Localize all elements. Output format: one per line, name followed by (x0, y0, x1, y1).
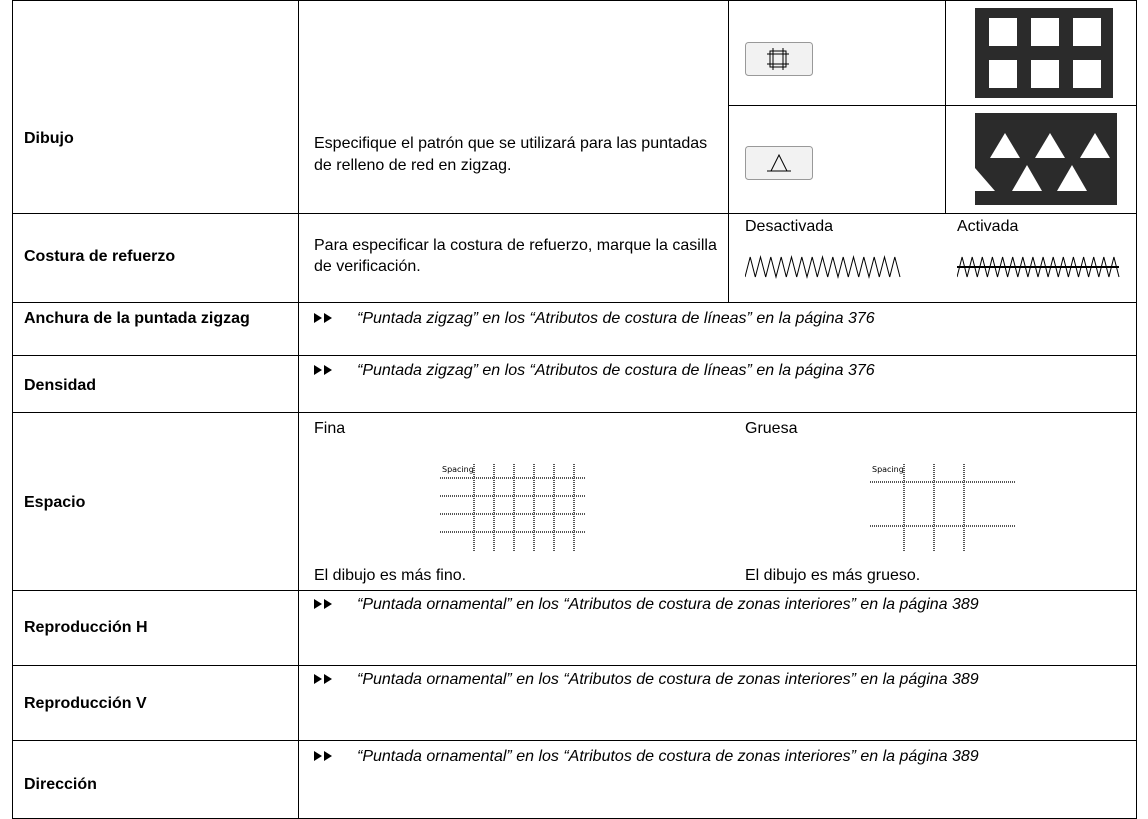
fine-spacing-image: Spacing (440, 464, 586, 552)
coarse-spacing-image: Spacing (870, 464, 1016, 552)
row-label: Anchura de la puntada zigzag (24, 310, 250, 327)
square-pattern-image (975, 8, 1113, 98)
triangle-pattern-button (745, 146, 813, 180)
reference: “Puntada ornamental” en los “Atributos d… (357, 748, 979, 765)
link-arrow (314, 365, 332, 375)
image-label: Spacing (872, 465, 904, 474)
link-arrow (314, 674, 332, 684)
option-label: Activada (957, 218, 1019, 235)
link-arrow (314, 599, 332, 609)
reference: “Puntada zigzag” en los “Atributos de co… (357, 310, 875, 327)
description: Para especificar la costura de refuerzo,… (314, 237, 717, 275)
row-label: Dibujo (24, 130, 74, 147)
reference: “Puntada ornamental” en los “Atributos d… (357, 671, 979, 688)
caption: El dibujo es más fino. (314, 567, 467, 584)
row-label: Reproducción H (24, 619, 148, 636)
option-label: Gruesa (745, 420, 798, 437)
row-label: Costura de refuerzo (24, 248, 176, 265)
link-arrow (314, 751, 332, 761)
reference: “Puntada zigzag” en los “Atributos de co… (357, 362, 875, 379)
zigzag-off (745, 255, 901, 279)
image-label: Spacing (442, 465, 474, 474)
triangle-pattern-image (975, 113, 1117, 205)
option-label: Desactivada (745, 218, 834, 235)
row-label: Espacio (24, 494, 86, 511)
row-label: Dirección (24, 776, 97, 793)
description: Especifique el patrón que se utilizará p… (314, 135, 708, 174)
zigzag-on (957, 256, 1120, 278)
link-arrow (314, 313, 332, 323)
row-label: Densidad (24, 377, 97, 394)
row-label: Reproducción V (24, 695, 147, 712)
caption: El dibujo es más grueso. (745, 567, 921, 584)
option-label: Fina (314, 420, 346, 437)
reference: “Puntada ornamental” en los “Atributos d… (357, 596, 979, 613)
square-pattern-button (745, 42, 813, 76)
